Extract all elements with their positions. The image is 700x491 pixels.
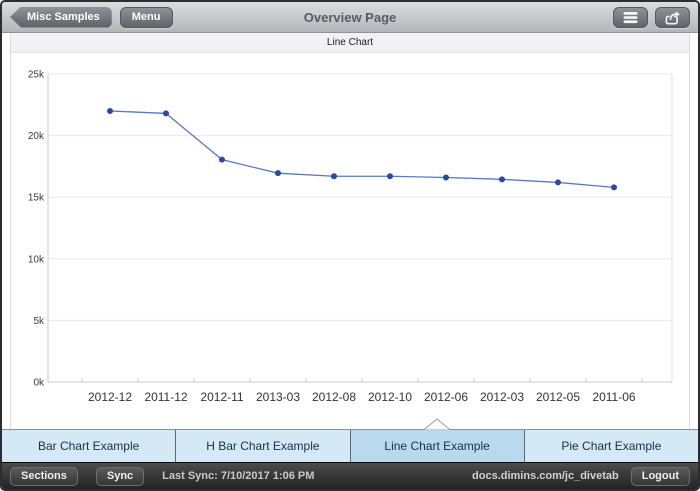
x-tick-label: 2012-10 [368,390,412,404]
x-tick-label: 2012-12 [88,390,132,404]
back-button[interactable]: Misc Samples [10,6,112,28]
tab-pie-chart-example[interactable]: Pie Chart Example [524,430,698,462]
status-bar: Sections Sync Last Sync: 7/10/2017 1:06 … [2,462,698,489]
header-actions [613,6,690,28]
y-tick-label: 0k [33,378,45,389]
data-point[interactable] [219,156,225,163]
x-tick-label: 2012-08 [312,390,356,404]
data-point[interactable] [331,173,337,180]
tab-h-bar-chart-example[interactable]: H Bar Chart Example [176,430,351,462]
tab-bar-chart-example[interactable]: Bar Chart Example [2,430,177,462]
sections-button[interactable]: Sections [10,466,78,486]
y-tick-label: 5k [33,316,45,327]
y-tick-label: 10k [28,254,45,265]
list-icon [623,11,638,24]
y-tick-label: 20k [28,131,45,142]
data-point[interactable] [387,173,393,180]
x-tick-label: 2013-03 [256,390,300,404]
logout-button[interactable]: Logout [630,466,690,486]
chart-title: Line Chart [326,37,374,48]
share-button[interactable] [655,6,690,28]
status-bar-right: docs.dimins.com/jc_divetab Logout [472,466,690,486]
series-line [109,110,615,188]
x-tick-label: 2012-06 [424,390,468,404]
data-point[interactable] [555,179,561,186]
data-point[interactable] [107,107,113,114]
list-button[interactable] [613,6,648,28]
content-panel: Line Chart 0k 5k 10k 15k 20k 25k 2012-12 2011-1… [10,33,690,429]
server-address: docs.dimins.com/jc_divetab [472,470,619,482]
y-tick-label: 15k [28,193,45,204]
x-tick-label: 2011-06 [592,390,635,404]
data-point[interactable] [611,184,617,191]
data-point[interactable] [163,110,169,117]
tab-line-chart-example[interactable]: Line Chart Example [350,418,525,462]
sync-button[interactable]: Sync [95,466,145,486]
header-bar: Misc Samples Menu Overview Page [2,2,698,33]
x-tick-label: 2011-12 [144,390,187,404]
chart-region: 0k 5k 10k 15k 20k 25k 2012-12 2011-12 2012-11 201… [11,53,689,428]
last-sync-text: Last Sync: 7/10/2017 1:06 PM [162,470,315,482]
x-tick-label: 2012-05 [536,390,580,404]
x-tick-label: 2012-03 [480,390,524,404]
line-chart: 0k 5k 10k 15k 20k 25k 2012-12 2011-12 2012-11 201… [28,70,673,404]
chart-title-bar: Line Chart [11,33,689,53]
share-icon [664,10,681,25]
data-point[interactable] [499,176,505,183]
menu-button[interactable]: Menu [119,6,173,28]
data-point[interactable] [275,170,281,177]
y-tick-label: 25k [28,70,45,81]
tab-bar: Bar Chart Example H Bar Chart Example Line… [2,418,698,462]
x-tick-label: 2012-11 [200,390,243,404]
data-point[interactable] [443,174,449,181]
